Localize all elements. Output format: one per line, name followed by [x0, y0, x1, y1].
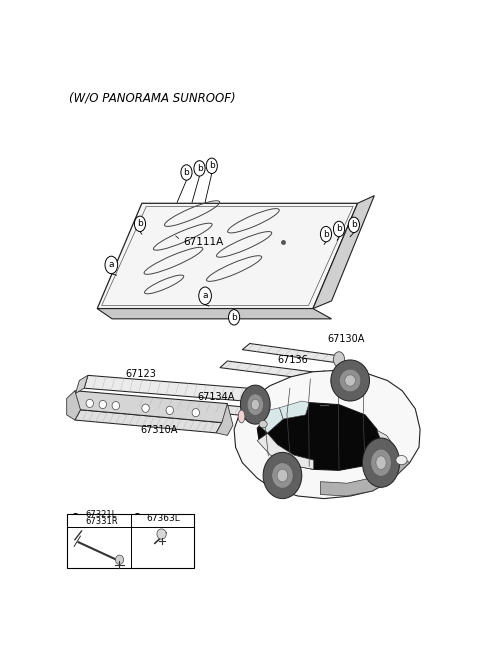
- Ellipse shape: [263, 452, 302, 499]
- Text: 67123: 67123: [125, 369, 156, 379]
- Circle shape: [132, 514, 142, 527]
- Polygon shape: [216, 404, 233, 436]
- Ellipse shape: [115, 555, 124, 564]
- Ellipse shape: [371, 449, 391, 476]
- Polygon shape: [84, 376, 261, 402]
- Ellipse shape: [345, 375, 356, 386]
- Polygon shape: [234, 370, 420, 499]
- Text: 67130A: 67130A: [328, 334, 365, 344]
- Polygon shape: [220, 361, 328, 380]
- Circle shape: [181, 165, 192, 180]
- Ellipse shape: [272, 463, 293, 488]
- Ellipse shape: [362, 438, 400, 488]
- Text: (W/O PANORAMA SUNROOF): (W/O PANORAMA SUNROOF): [69, 91, 236, 104]
- Text: a: a: [108, 260, 114, 269]
- Text: b: b: [184, 168, 189, 177]
- Ellipse shape: [240, 385, 270, 424]
- Ellipse shape: [339, 370, 361, 392]
- Text: b: b: [209, 161, 215, 170]
- Circle shape: [199, 287, 211, 304]
- Circle shape: [194, 161, 205, 176]
- Ellipse shape: [99, 400, 107, 409]
- Ellipse shape: [376, 456, 386, 470]
- Circle shape: [71, 514, 81, 527]
- FancyBboxPatch shape: [67, 514, 194, 568]
- Polygon shape: [76, 376, 88, 394]
- Ellipse shape: [259, 421, 267, 428]
- Ellipse shape: [331, 360, 370, 401]
- Ellipse shape: [334, 352, 345, 367]
- Polygon shape: [279, 401, 309, 419]
- Ellipse shape: [277, 469, 288, 482]
- Circle shape: [228, 309, 240, 325]
- Polygon shape: [259, 408, 283, 433]
- Circle shape: [134, 216, 145, 231]
- Text: b: b: [231, 313, 237, 321]
- Text: 67321L: 67321L: [85, 510, 117, 519]
- Polygon shape: [321, 460, 410, 496]
- Ellipse shape: [396, 456, 407, 465]
- Text: b: b: [135, 516, 140, 525]
- Polygon shape: [242, 344, 343, 363]
- Circle shape: [334, 221, 345, 237]
- Text: b: b: [351, 220, 357, 229]
- Text: 67134A: 67134A: [198, 392, 235, 402]
- Ellipse shape: [192, 408, 200, 417]
- Ellipse shape: [166, 406, 173, 414]
- Ellipse shape: [157, 529, 166, 539]
- Polygon shape: [67, 391, 81, 420]
- Text: b: b: [137, 219, 143, 228]
- Text: 67331R: 67331R: [85, 517, 118, 526]
- Ellipse shape: [86, 400, 94, 408]
- Ellipse shape: [142, 404, 149, 412]
- Polygon shape: [75, 410, 222, 433]
- Polygon shape: [132, 397, 274, 418]
- Ellipse shape: [238, 410, 245, 423]
- Circle shape: [206, 158, 217, 173]
- Polygon shape: [257, 403, 384, 470]
- Ellipse shape: [112, 402, 120, 410]
- Circle shape: [321, 226, 332, 242]
- Text: b: b: [197, 164, 203, 173]
- Polygon shape: [97, 203, 358, 309]
- Text: 67363L: 67363L: [147, 514, 180, 523]
- Text: 67111A: 67111A: [183, 237, 223, 247]
- Text: a: a: [203, 291, 208, 300]
- Text: 67310A: 67310A: [140, 426, 177, 436]
- Polygon shape: [377, 430, 395, 448]
- Circle shape: [348, 217, 360, 233]
- Ellipse shape: [251, 400, 259, 410]
- Circle shape: [105, 256, 118, 273]
- Polygon shape: [75, 391, 228, 423]
- Polygon shape: [97, 309, 332, 319]
- Ellipse shape: [320, 371, 329, 384]
- Text: a: a: [73, 516, 78, 525]
- Text: 67136: 67136: [277, 355, 308, 365]
- Ellipse shape: [247, 394, 264, 416]
- Text: b: b: [336, 225, 342, 233]
- Polygon shape: [257, 434, 314, 470]
- Polygon shape: [313, 195, 374, 309]
- Text: b: b: [323, 229, 329, 239]
